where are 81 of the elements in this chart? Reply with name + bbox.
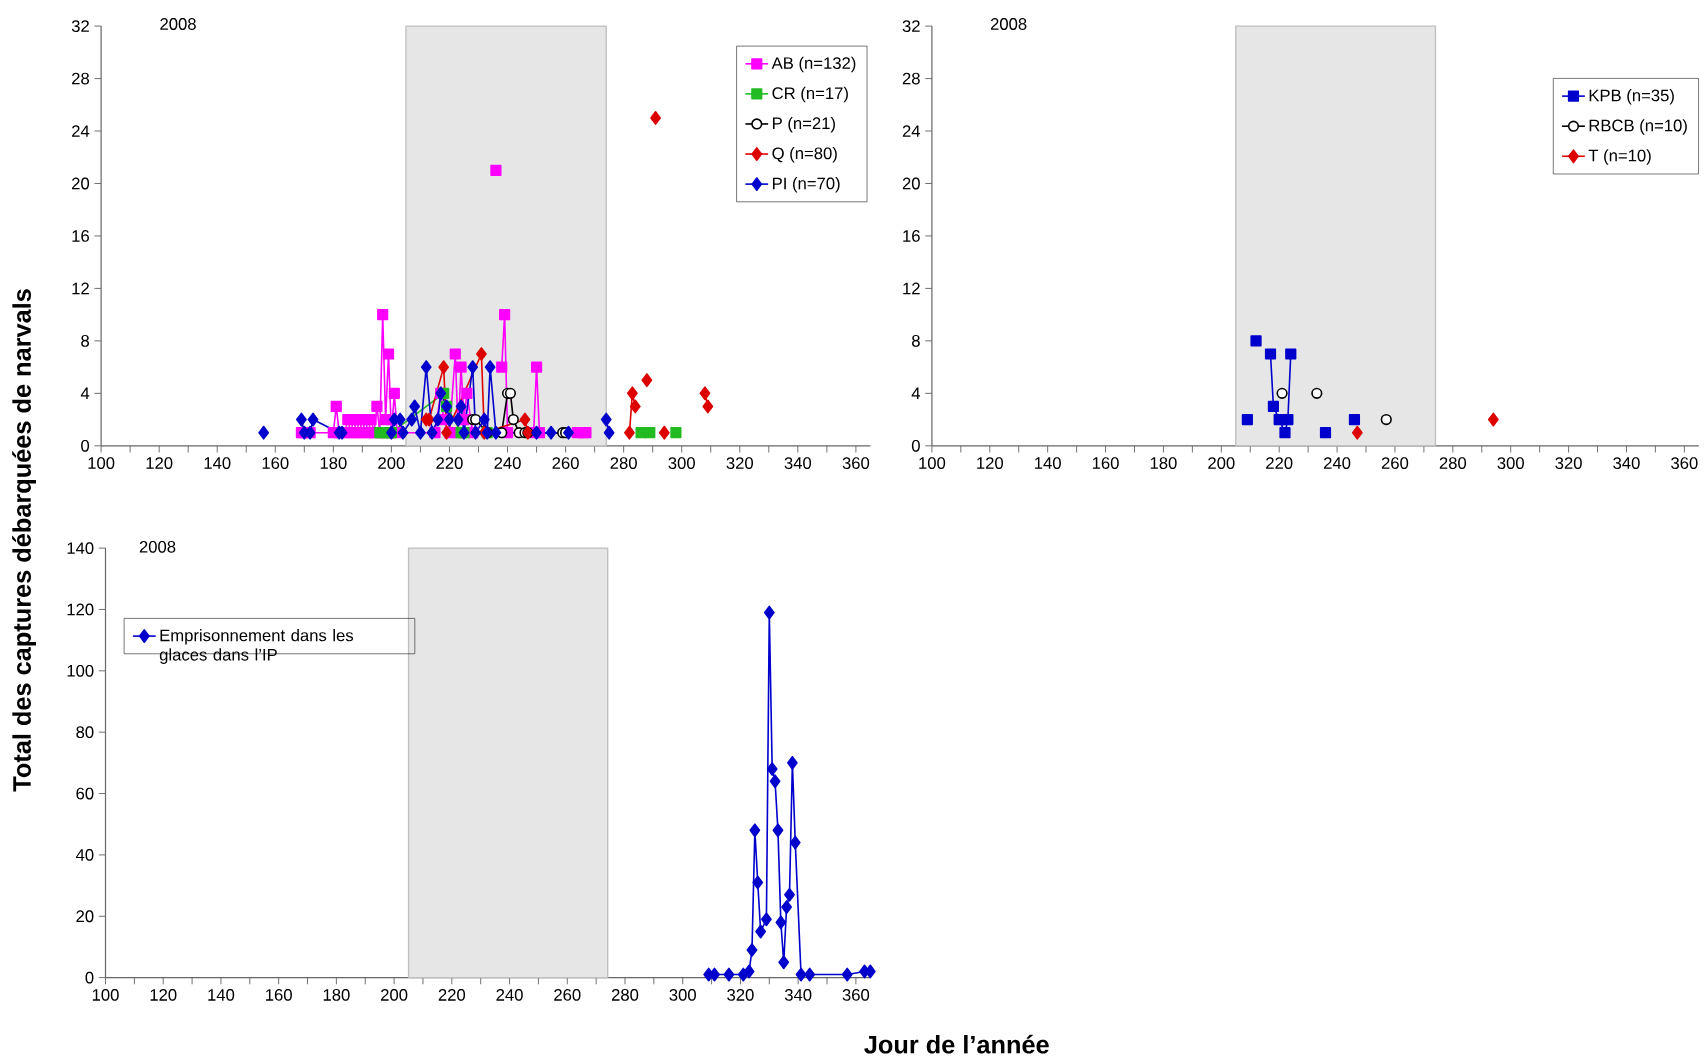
x-tick-label: 100 [919,457,946,469]
x-tick-label: 200 [381,989,408,1001]
y-tick-label: 12 [903,282,920,295]
y-tick-label: 4 [911,387,921,400]
x-tick-label: 160 [262,457,289,469]
y-tick-label: 40 [75,849,94,861]
y-tick-label: 0 [85,971,94,984]
x-tick-label: 160 [1092,457,1119,469]
annotation: 2008 [990,18,1027,30]
y-tick-label: 0 [81,439,90,452]
y-tick-label: 20 [72,177,90,190]
y-tick-label: 20 [902,177,920,190]
x-tick-label: 320 [727,989,754,1001]
legend-label: P (n=21) [772,116,835,133]
x-tick-label: 120 [146,457,173,469]
legend-label: KPB (n=35) [1589,89,1674,105]
y-axis-title: Total des captures débarquées de narvals [12,289,36,792]
x-tick-label: 300 [669,989,696,1001]
x-tick-label: 220 [1266,457,1293,469]
y-tick-label: 16 [72,230,89,242]
x-tick-label: 140 [1035,457,1061,469]
x-tick-label: 260 [554,989,581,1001]
y-tick-label: 28 [72,72,90,85]
legend-label: Emprisonnement dans les glaces dans l’IP [159,629,354,664]
x-tick-label: 200 [378,457,405,469]
x-tick-label: 220 [438,989,466,1001]
x-tick-label: 260 [1381,457,1409,469]
x-tick-label: 300 [1497,457,1524,469]
x-tick-label: 240 [1324,457,1351,469]
y-tick-label: 24 [72,125,90,137]
legend-label: RBCB (n=10) [1589,119,1687,135]
x-tick-label: 360 [1671,457,1698,469]
x-tick-label: 260 [552,457,579,469]
x-tick-label: 340 [784,989,812,1001]
y-tick-label: 140 [67,542,94,555]
legend-label: Q (n=80) [772,146,837,163]
y-tick-label: 0 [911,439,920,452]
x-tick-label: 300 [668,457,695,469]
y-tick-label: 60 [76,787,94,800]
x-tick-label: 360 [842,989,870,1001]
x-tick-label: 340 [784,457,812,469]
y-tick-label: 8 [912,334,920,347]
y-tick-label: 12 [72,282,89,295]
x-tick-label: 320 [726,457,754,469]
x-tick-label: 280 [1439,457,1467,469]
annotation: 2008 [139,540,176,553]
y-tick-label: 80 [76,726,94,739]
x-tick-label: 140 [204,457,231,469]
x-tick-label: 360 [842,457,870,469]
x-tick-label: 140 [208,989,235,1001]
x-tick-label: 240 [494,457,521,469]
x-axis-title: Jour de l’année [864,1034,1049,1054]
x-tick-label: 280 [610,457,637,469]
x-tick-label: 320 [1555,457,1582,469]
x-tick-label: 340 [1613,457,1640,469]
x-tick-label: 120 [150,989,177,1001]
y-tick-label: 8 [81,334,90,347]
x-tick-label: 240 [496,989,523,1001]
y-tick-label: 32 [902,20,920,33]
y-tick-label: 120 [67,603,94,616]
x-tick-label: 220 [436,457,463,469]
x-tick-label: 120 [977,457,1004,469]
x-tick-label: 180 [1150,457,1177,469]
annotation: 2008 [160,18,196,30]
legend-label: T (n=10) [1588,149,1651,165]
x-tick-label: 200 [1208,457,1235,469]
legend-label: AB (n=132) [771,56,856,73]
x-tick-label: 100 [92,989,119,1001]
y-tick-label: 4 [80,387,90,400]
legend-label: CR (n=17) [772,86,848,103]
legend-label: PI (n=70) [772,177,840,193]
x-tick-label: 160 [266,989,292,1001]
x-tick-label: 180 [320,457,347,469]
y-tick-label: 32 [71,20,89,33]
y-tick-label: 28 [902,72,920,85]
x-tick-label: 180 [323,989,350,1001]
y-tick-label: 100 [67,664,94,677]
y-tick-label: 24 [902,125,921,137]
x-tick-label: 280 [611,989,639,1001]
y-tick-label: 20 [76,910,94,923]
y-tick-label: 16 [903,230,920,242]
